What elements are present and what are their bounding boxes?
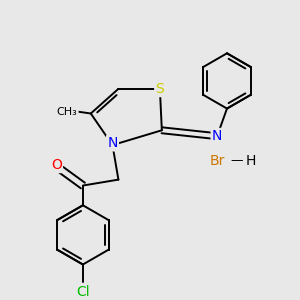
Text: O: O — [51, 158, 62, 172]
Text: Cl: Cl — [76, 285, 90, 299]
Text: CH₃: CH₃ — [57, 106, 77, 116]
Text: H: H — [245, 154, 256, 168]
Text: —: — — [231, 154, 243, 167]
Text: N: N — [212, 129, 222, 143]
Text: Br: Br — [209, 154, 225, 168]
Text: S: S — [155, 82, 164, 96]
Text: N: N — [107, 136, 118, 150]
